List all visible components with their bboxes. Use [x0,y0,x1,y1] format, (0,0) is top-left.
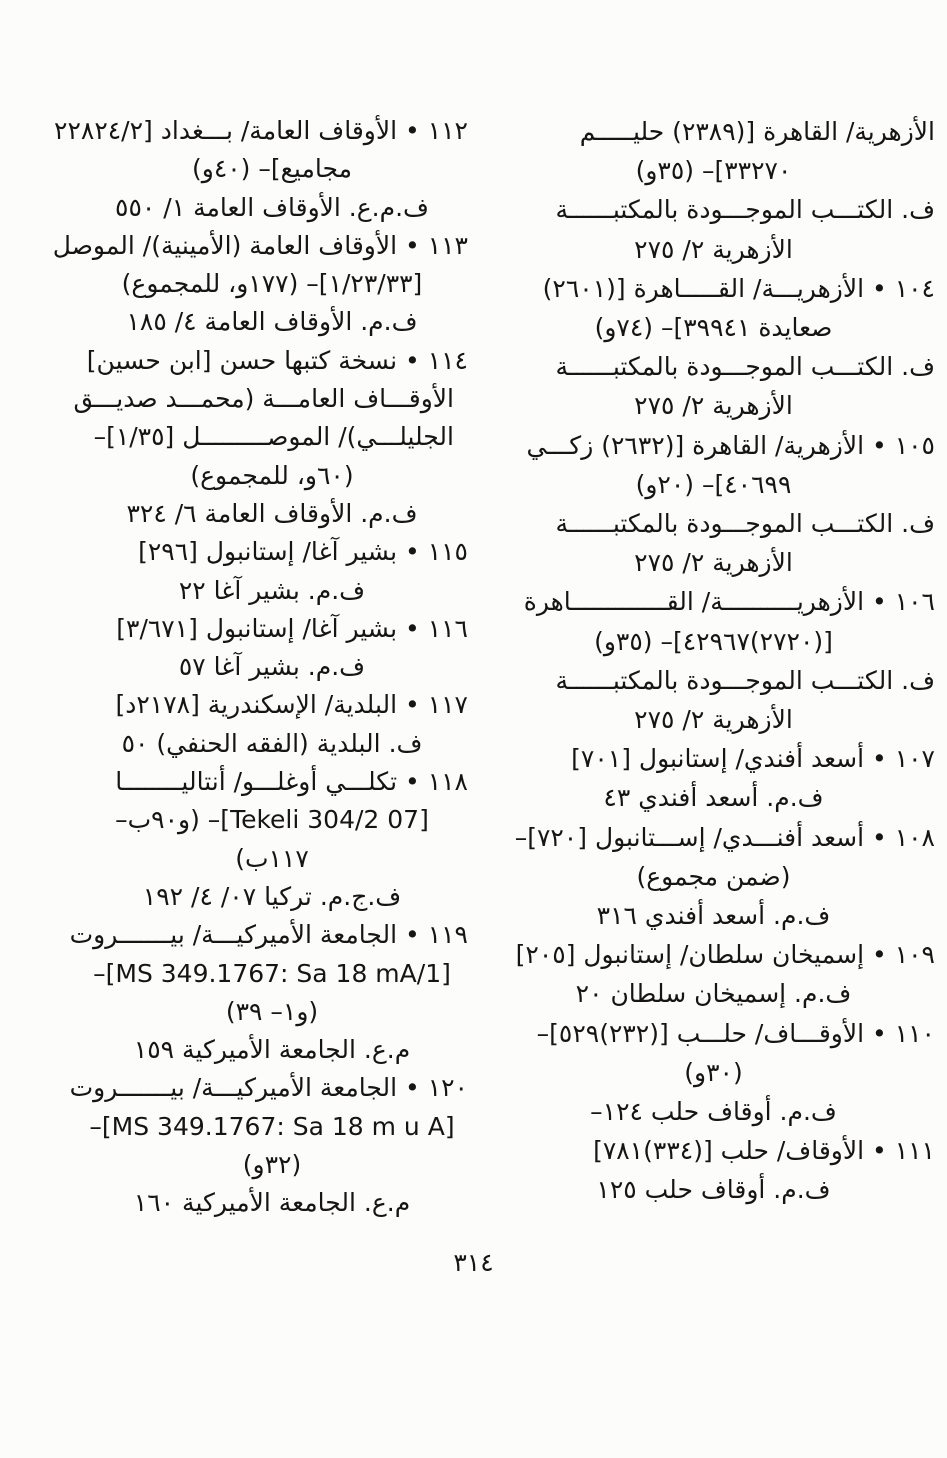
entry-line: ف.م. بشير آغا ٥٧ [178,652,366,682]
entry-line: ١١٤ • نسخة كتبها حسن [ابن حسين] [86,345,468,375]
entry-line: ف.م. الأوقاف العامة ٦/ ٣٢٤ [126,498,418,528]
entry-line: (ضمن مجموع) [636,861,791,891]
entry-line: ١١٦ • بشير آغا/ إستانبول [٣/٦٧١] [116,613,468,643]
entry-line: الأزهرية ٢/ ٢٧٥ [634,705,793,735]
entry-line: (و١– ٣٩) [225,996,319,1026]
entry-line: الأزهرية ٢/ ٢٧٥ [634,391,793,421]
entry-line: ١١١ • الأوقاف/ حلب [(٣٣٤)٧٨١] [593,1136,935,1166]
entry-line: ف. الكتـــب الموجـــودة بالمكتبــــــة [555,509,935,539]
entry-line: ٤٠٦٩٩]– (٢٠و) [635,469,792,499]
entry-line: ١٠٥ • الأزهرية/ القاهرة [(٢٦٣٢) زكـــي [526,430,936,460]
entry-line: ٣٣٢٧٠]– (٣٥و) [635,156,792,186]
entry-line: [MS 349.1767: Sa 18 m u A]– [89,1111,455,1141]
entry-line: صعايدة ٣٩٩٤١]– (٧٤و) [594,313,833,343]
entry-line: ف.م. أوقاف حلب ١٢٥ [596,1175,831,1205]
entry-line: ١١٠ • الأوقـــاف/ حلـــب [(٢٣٢)٥٢٩]– [536,1018,935,1048]
entry-line: [MS 349.1767: Sa 18 mA/1]– [93,958,451,988]
entry-line: ف. البلدية (الفقه الحنفي) ٥٠ [121,728,423,758]
entry-line: م.ع. الجامعة الأميركية ١٦٠ [133,1188,411,1218]
entry-line: (٣٢و) [242,1150,302,1180]
entry-line: م.ع. الجامعة الأميركية ١٥٩ [133,1035,411,1065]
entry-line: الجليلـــي)/ الموصـــــــــل [١/٣٥]– [93,422,454,452]
entry-line: الأزهرية/ القاهرة [(٢٣٨٩) حليـــــم [579,117,935,146]
entry-line: ١٠٨ • أسعد أفنـــدي/ إســـتانبول [٧٢٠]– [514,822,935,852]
entry-line: ف.م. أسعد أفندي ٣١٦ [596,901,831,931]
entry-line: ف.ج.م. تركيا ٠٧/ ٤/ ١٩٢ [142,881,402,911]
entry-line: الأزهرية ٢/ ٢٧٥ [634,234,793,264]
entry-line: الأوقـــاف العامـــة (محمـــد صديـــق [73,384,454,414]
entry-line: (٦٠و، للمجموع) [190,460,354,490]
text-columns: الأزهرية/ القاهرة [(٢٣٨٩) حليـــــم ٣٣٢٧٠… [0,112,947,1223]
entry-line: ف.م. أوقاف حلب ١٢٤– [590,1097,837,1127]
entry-line: ١١٧ب) [235,843,309,873]
column-left: ١١٢ • الأوقاف العامة/ بـــغداد [٢٢٨٢٤/٢ م… [52,112,468,1223]
entry-line: ١١٨ • تكلـــي أوغلـــو/ أنتاليــــــــا [115,767,468,797]
entry-line: ١٢٠ • الجامعة الأميركيـــة/ بيـــــــروت [69,1073,468,1103]
entry-line: ١١٩ • الجامعة الأميركيـــة/ بيـــــــروت [69,920,468,950]
entry-line: ف.م. الأوقاف العامة ٤/ ١٨٥ [126,307,418,337]
page-number: ٣١٤ [453,1248,494,1277]
entry-line: (٣٠و) [684,1057,743,1087]
entry-line: ١٠٦ • الأزهريــــــــــة/ القـــــــــــ… [523,587,935,617]
entry-line: ف. الكتـــب الموجـــودة بالمكتبــــــة [555,665,935,695]
entry-line: ١١٢ • الأوقاف العامة/ بـــغداد [٢٢٨٢٤/٢ [54,116,468,145]
entry-line: ف. الكتـــب الموجـــودة بالمكتبــــــة [555,352,935,382]
entry-line: [(٢٧٢٠)٤٢٩٦٧]– (٣٥و) [594,626,833,656]
entry-line: ١٠٩ • إسميخان سلطان/ إستانبول [٢٠٥] [515,940,935,970]
entry-line: [07 Tekeli 304/2]– (و٩٠ب– [115,805,429,835]
entry-line: ١٠٧ • أسعد أفندي/ إستانبول [٧٠١] [571,744,935,774]
entry-line: ف. الكتـــب الموجـــودة بالمكتبــــــة [555,195,935,225]
entry-line: ف.م. بشير آغا ٢٢ [178,575,366,605]
entry-line: [١/٢٣/٣٣]– (١٧٧و، للمجموع) [121,269,423,299]
entry-line: ١١٧ • البلدية/ الإسكندرية [٢١٧٨د] [115,690,468,720]
column-right: الأزهرية/ القاهرة [(٢٣٨٩) حليـــــم ٣٣٢٧٠… [492,112,935,1223]
entry-line: ف.م.ع. الأوقاف العامة ١/ ٥٥٠ [115,192,429,222]
entry-line: ف.م. أسعد أفندي ٤٣ [603,783,824,813]
entry-line: الأزهرية ٢/ ٢٧٥ [634,548,793,578]
entry-line: ١٠٤ • الأزهريـــة/ القـــــاهرة [(٢٦٠١) [542,273,935,303]
entry-line: ١١٣ • الأوقاف العامة (الأمينية)/ الموصل [52,230,468,260]
entry-line: مجاميع]– (٤٠و) [191,154,353,184]
entry-line: ١١٥ • بشير آغا/ إستانبول [٢٩٦] [138,537,468,567]
entry-line: ف.م. إسميخان سلطان ٢٠ [575,979,852,1009]
